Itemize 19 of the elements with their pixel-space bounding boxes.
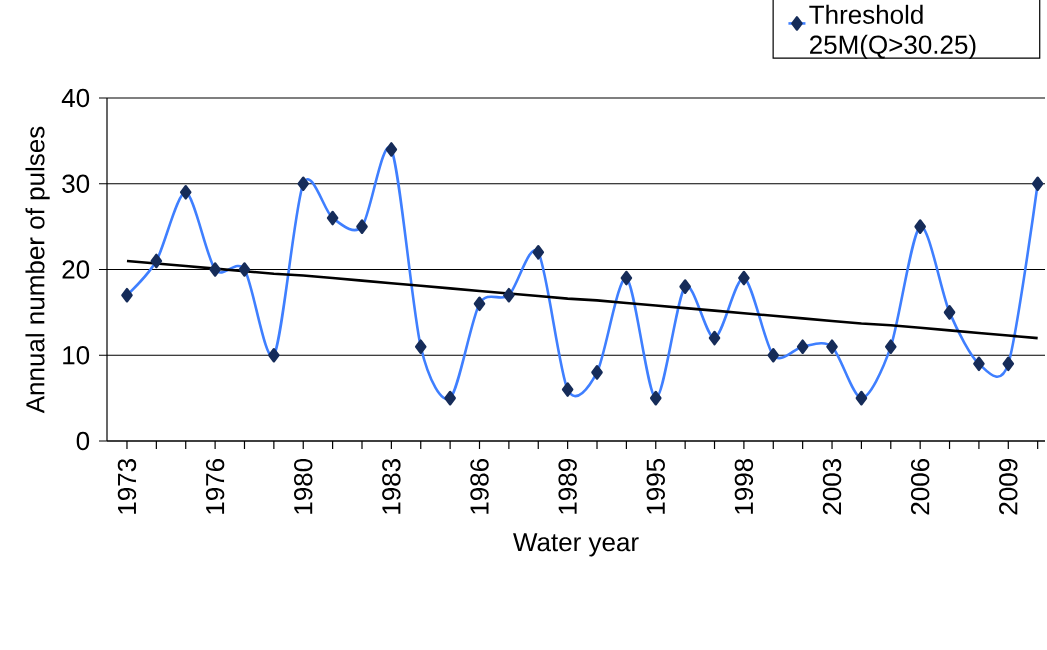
x-tick-label: 2006 (910, 459, 930, 515)
x-tick-label: 1973 (117, 459, 137, 514)
legend-label: Threshold 25M(Q>30.25) (809, 4, 976, 60)
x-tick-label: 2003 (822, 459, 842, 515)
x-tick-label: 1998 (734, 459, 754, 514)
y-tick-label: 0 (76, 431, 90, 451)
y-axis-title: Annual number of pulses (25, 126, 50, 414)
x-tick-label: 1980 (294, 458, 313, 514)
y-tick-label: 40 (61, 88, 90, 108)
y-tick-label: 10 (63, 346, 90, 365)
x-tick-label: 1986 (470, 459, 489, 514)
x-tick-label: 1983 (382, 459, 401, 514)
y-tick-label: 20 (62, 260, 90, 279)
x-axis-title: Water year (513, 533, 639, 557)
x-tick-label: 1976 (205, 459, 225, 514)
y-tick-label: 30 (62, 174, 90, 193)
x-tick-label: 2009 (999, 459, 1018, 515)
x-tick-label: 1989 (558, 459, 577, 514)
x-tick-label: 1995 (646, 458, 665, 514)
